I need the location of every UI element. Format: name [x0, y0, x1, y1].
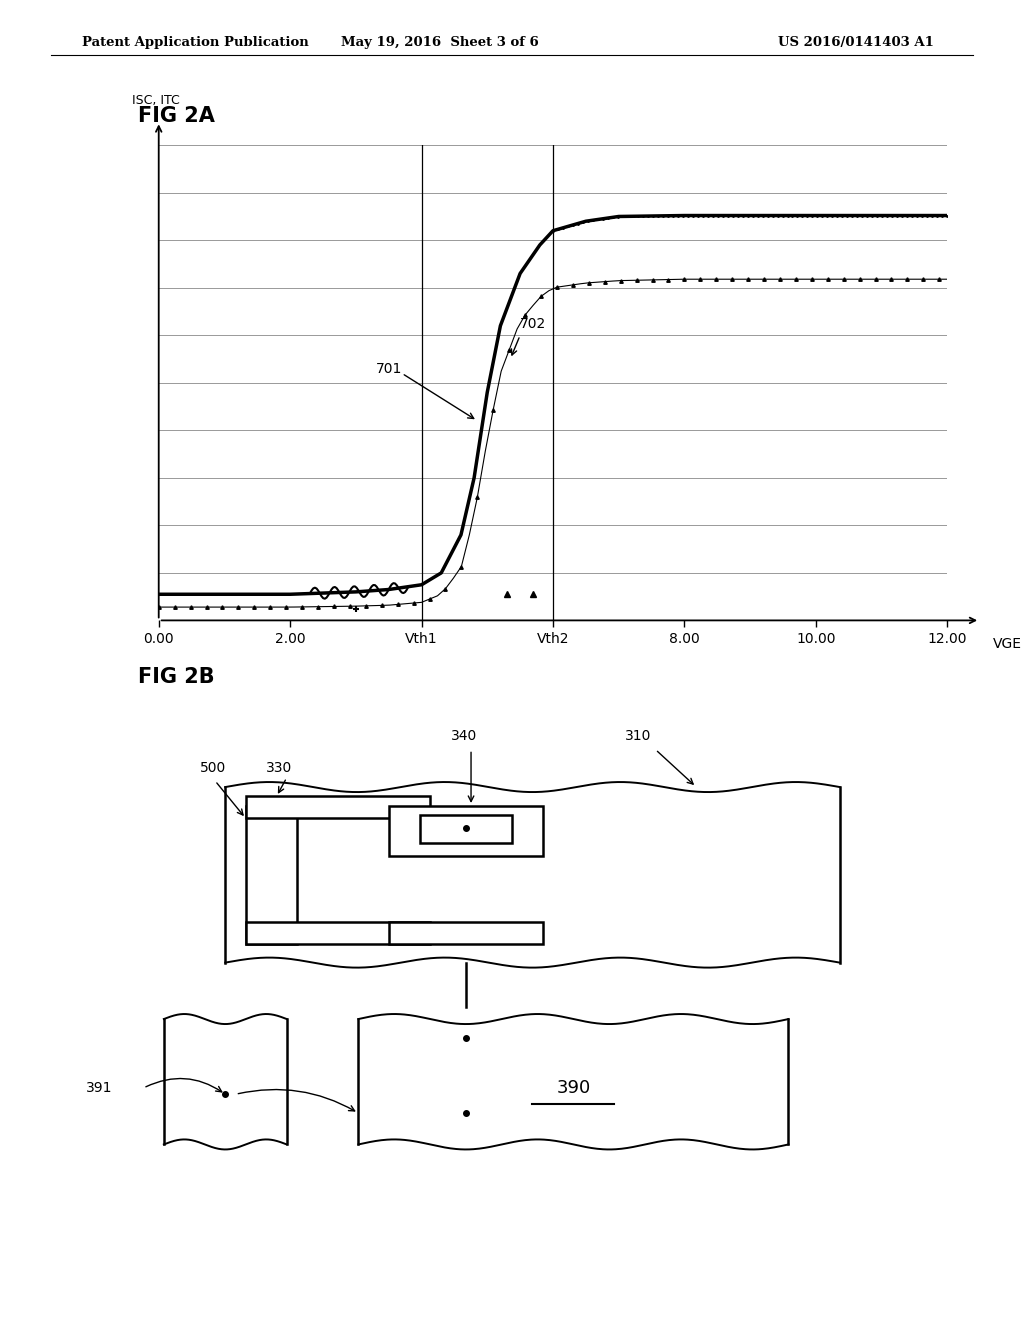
Text: 702: 702 [520, 317, 547, 330]
Bar [246, 921, 430, 944]
Text: 391: 391 [86, 1081, 113, 1096]
Text: 390: 390 [556, 1078, 591, 1097]
Text: May 19, 2016  Sheet 3 of 6: May 19, 2016 Sheet 3 of 6 [341, 36, 540, 49]
Text: 340: 340 [451, 729, 477, 743]
Text: 701: 701 [376, 362, 402, 376]
Text: FIG 2B: FIG 2B [138, 667, 215, 686]
Text: 310: 310 [625, 729, 651, 743]
Bar [420, 816, 512, 843]
Text: Patent Application Publication: Patent Application Publication [82, 36, 308, 49]
Bar [246, 796, 430, 818]
Text: ISC, ITC: ISC, ITC [132, 94, 180, 107]
Text: 330: 330 [266, 760, 293, 775]
Text: US 2016/0141403 A1: US 2016/0141403 A1 [778, 36, 934, 49]
Bar [246, 805, 297, 944]
Text: 500: 500 [200, 760, 226, 775]
Bar [389, 805, 543, 855]
Bar [389, 921, 543, 944]
Text: FIG 2A: FIG 2A [138, 106, 215, 125]
Text: VGE: VGE [993, 638, 1022, 651]
